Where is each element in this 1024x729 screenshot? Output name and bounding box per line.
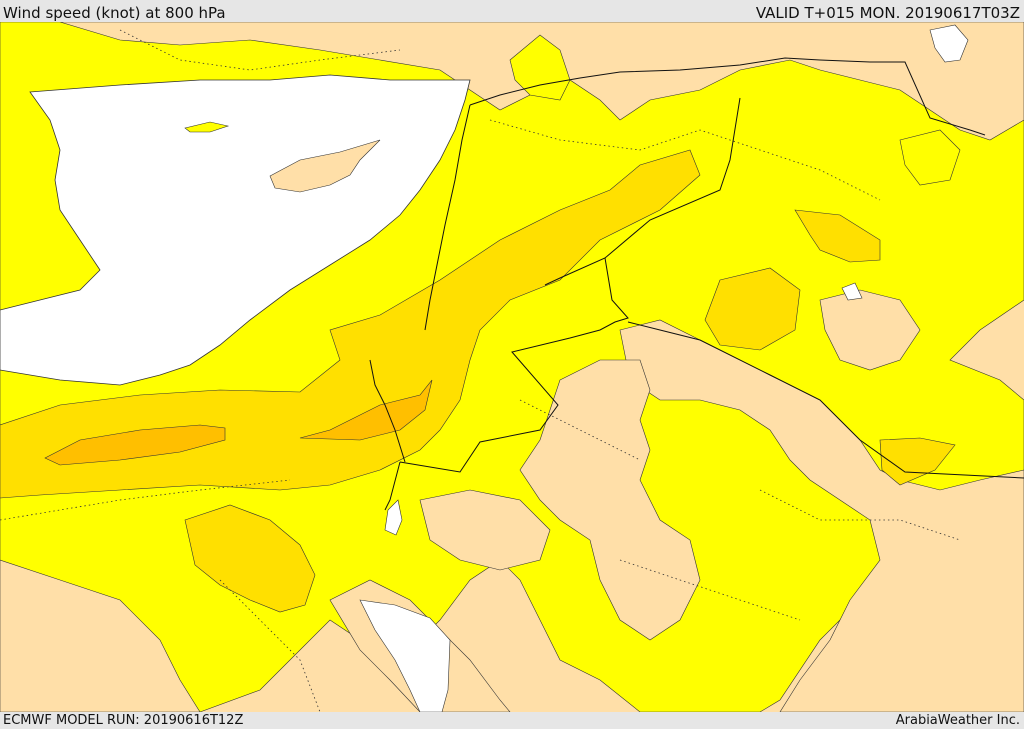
model-run: ECMWF MODEL RUN: 20190616T12Z: [3, 713, 244, 728]
red-sea: [359, 599, 451, 712]
wind-patch-yellow-north-1: [509, 34, 571, 101]
wind-speed-map: [0, 22, 1024, 712]
gulf-of-aqaba: [384, 499, 403, 536]
valid-time: VALID T+015 MON. 20190617T03Z: [755, 4, 1020, 22]
low-wind-iraq-east: [819, 289, 921, 371]
wind-band-2-jordan: [704, 267, 801, 351]
province-boundaries: [0, 29, 961, 712]
country-borders: [369, 57, 1024, 511]
low-wind-center-sa: [519, 359, 701, 641]
low-wind-west-egypt: [0, 559, 201, 712]
map-header: Wind speed (knot) at 800 hPa VALID T+015…: [0, 0, 1024, 22]
credit: ArabiaWeather Inc.: [895, 713, 1020, 728]
wind-band-2-east: [879, 437, 956, 486]
cyprus-island: [269, 139, 381, 193]
wind-band-2-south: [184, 504, 316, 613]
wind-band-3: [44, 424, 226, 466]
crete-island: [184, 121, 230, 133]
low-wind-sinai: [419, 489, 551, 571]
wind-patch-yellow-north-2: [899, 129, 961, 186]
wind-band-2-iraq: [794, 209, 881, 263]
iraq-lake: [841, 282, 863, 301]
wind-band-3-b: [299, 379, 433, 441]
map-title: Wind speed (knot) at 800 hPa: [3, 4, 226, 22]
map-footer: ECMWF MODEL RUN: 20190616T12Z ArabiaWeat…: [0, 712, 1024, 729]
wind-band-2: [0, 149, 701, 499]
lake-van: [929, 24, 969, 63]
